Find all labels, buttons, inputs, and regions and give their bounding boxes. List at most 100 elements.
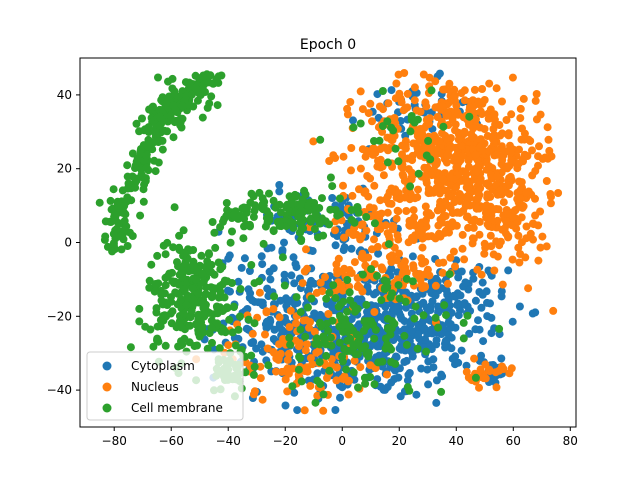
data-point bbox=[392, 214, 401, 223]
data-point bbox=[261, 222, 270, 231]
data-point bbox=[319, 406, 328, 415]
data-point bbox=[322, 351, 331, 360]
data-point bbox=[472, 204, 481, 213]
data-point bbox=[205, 99, 214, 108]
data-point bbox=[389, 126, 398, 135]
data-point bbox=[418, 289, 427, 298]
data-point bbox=[474, 316, 482, 325]
data-point bbox=[332, 363, 341, 372]
data-point bbox=[498, 280, 507, 289]
data-point bbox=[277, 208, 285, 217]
data-point bbox=[203, 344, 212, 353]
data-point bbox=[214, 78, 223, 87]
data-point bbox=[311, 340, 320, 349]
data-point bbox=[447, 333, 456, 342]
data-point bbox=[431, 77, 440, 86]
data-point bbox=[409, 206, 418, 215]
data-point bbox=[240, 222, 248, 231]
data-point bbox=[423, 365, 432, 374]
data-point bbox=[357, 232, 366, 241]
data-point bbox=[310, 225, 319, 233]
data-point bbox=[362, 300, 371, 309]
data-point bbox=[256, 362, 265, 371]
data-point bbox=[202, 283, 211, 292]
data-point bbox=[263, 344, 272, 353]
data-point bbox=[515, 258, 524, 267]
data-point bbox=[381, 221, 390, 230]
data-point bbox=[286, 340, 295, 349]
data-point bbox=[319, 390, 328, 399]
data-point bbox=[504, 266, 513, 275]
data-point bbox=[340, 243, 349, 252]
data-point bbox=[311, 398, 320, 407]
data-point bbox=[546, 199, 555, 208]
data-point bbox=[516, 104, 525, 113]
data-point bbox=[516, 194, 525, 203]
data-point bbox=[435, 201, 444, 210]
data-point bbox=[201, 310, 209, 319]
data-point bbox=[205, 78, 213, 87]
data-point bbox=[515, 177, 524, 186]
data-point bbox=[487, 329, 496, 338]
data-point bbox=[120, 217, 129, 225]
data-point bbox=[196, 328, 205, 337]
data-point bbox=[283, 355, 292, 364]
data-point bbox=[379, 105, 387, 114]
data-point bbox=[400, 331, 409, 340]
data-point bbox=[214, 258, 223, 267]
data-point bbox=[139, 197, 148, 206]
data-point bbox=[255, 288, 264, 297]
data-point bbox=[485, 367, 494, 376]
data-point bbox=[319, 231, 328, 240]
data-point bbox=[258, 260, 267, 269]
data-point bbox=[420, 283, 429, 292]
data-point bbox=[433, 113, 442, 121]
data-point bbox=[342, 365, 351, 374]
data-point bbox=[186, 313, 195, 322]
data-point bbox=[481, 208, 490, 217]
data-point bbox=[387, 184, 396, 193]
data-point bbox=[471, 296, 480, 305]
data-point bbox=[329, 281, 338, 290]
data-point bbox=[382, 277, 391, 286]
data-point bbox=[421, 202, 430, 211]
data-point bbox=[536, 207, 545, 216]
data-point bbox=[343, 327, 352, 336]
data-point bbox=[316, 318, 324, 327]
data-point bbox=[322, 340, 331, 349]
data-point bbox=[387, 199, 396, 208]
data-point bbox=[515, 145, 523, 154]
data-point bbox=[486, 231, 495, 240]
data-point bbox=[355, 333, 364, 342]
data-point bbox=[379, 385, 388, 394]
data-point bbox=[315, 204, 324, 212]
data-point bbox=[187, 306, 196, 315]
legend-label: Nucleus bbox=[131, 380, 179, 394]
data-point bbox=[147, 260, 156, 269]
data-point bbox=[228, 227, 236, 236]
data-point bbox=[529, 235, 537, 244]
data-point bbox=[452, 358, 461, 367]
data-point bbox=[302, 245, 310, 254]
data-point bbox=[153, 251, 162, 260]
data-point bbox=[483, 190, 492, 199]
data-point bbox=[441, 228, 450, 237]
data-point bbox=[410, 314, 419, 323]
data-point bbox=[545, 146, 554, 155]
data-point bbox=[475, 383, 483, 392]
data-point bbox=[309, 137, 318, 146]
data-point bbox=[170, 203, 179, 212]
data-point bbox=[264, 361, 273, 370]
data-point bbox=[493, 150, 501, 159]
data-point bbox=[444, 318, 453, 327]
data-point bbox=[426, 306, 435, 314]
data-point bbox=[420, 163, 429, 172]
data-point bbox=[169, 101, 178, 110]
data-point bbox=[395, 344, 404, 353]
data-point bbox=[408, 156, 417, 165]
data-point bbox=[427, 86, 436, 95]
data-point bbox=[485, 79, 494, 88]
data-point bbox=[354, 383, 362, 392]
data-point bbox=[531, 167, 540, 175]
data-point bbox=[358, 270, 367, 279]
